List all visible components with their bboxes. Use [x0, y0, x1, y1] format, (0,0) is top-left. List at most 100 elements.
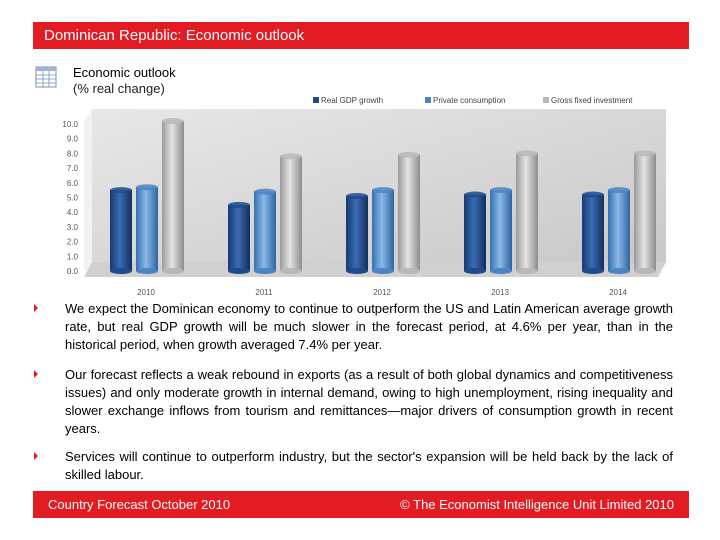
- bar-body: [136, 187, 158, 271]
- bar-base: [254, 268, 276, 274]
- bar: [228, 201, 250, 274]
- bar: [516, 150, 538, 274]
- bullet-arrow-icon: [34, 370, 38, 378]
- bar-base: [372, 268, 394, 274]
- bar-base: [634, 268, 656, 274]
- bar-chart: 0.01.02.03.04.05.06.07.08.09.010.0 2010 2…: [62, 96, 666, 297]
- bar-cap: [516, 150, 538, 157]
- footer-copyright: © The Economist Intelligence Unit Limite…: [400, 497, 674, 512]
- bar: [162, 118, 184, 274]
- bar-body: [490, 190, 512, 271]
- bar-cap: [490, 187, 512, 194]
- bar: [608, 187, 630, 274]
- slide-title-bar: Dominican Republic: Economic outlook: [33, 22, 689, 49]
- bar: [582, 191, 604, 274]
- x-tick-label: 2013: [491, 288, 509, 297]
- x-tick-label: 2010: [137, 288, 155, 297]
- bar-cap: [634, 150, 656, 157]
- bar-body: [346, 196, 368, 271]
- bar-base: [398, 268, 420, 274]
- bar: [372, 187, 394, 274]
- legend-item: Private consumption: [425, 96, 505, 105]
- bar: [634, 150, 656, 274]
- bar-body: [608, 190, 630, 271]
- x-axis: 2010 2011 2012 2013 2014: [137, 288, 627, 297]
- bullet-arrow-icon: [34, 452, 38, 460]
- bar-body: [162, 121, 184, 271]
- bar-cap: [162, 118, 184, 125]
- chart-legend: Real GDP growth Private consumption Gross …: [313, 96, 633, 105]
- legend-swatch: [425, 97, 431, 103]
- footer-source: Country Forecast October 2010: [48, 497, 231, 512]
- bar-base: [464, 268, 486, 274]
- bar-body: [398, 154, 420, 271]
- bar-base: [490, 268, 512, 274]
- x-tick-label: 2014: [609, 288, 627, 297]
- bar-cap: [136, 184, 158, 191]
- bar-cap: [608, 187, 630, 194]
- y-tick-label: 9.0: [67, 135, 79, 144]
- bullet-item: Our forecast reflects a weak rebound in …: [34, 366, 673, 438]
- y-tick-label: 5.0: [67, 194, 79, 203]
- bar: [280, 153, 302, 274]
- bullet-item: Services will continue to outperform ind…: [34, 448, 673, 484]
- y-tick-label: 4.0: [67, 208, 79, 217]
- bullet-arrow-icon: [34, 304, 38, 312]
- legend-swatch: [313, 97, 319, 103]
- slide-title: Dominican Republic: Economic outlook: [44, 27, 305, 44]
- bar: [254, 188, 276, 274]
- bar-body: [110, 190, 132, 271]
- bar: [346, 193, 368, 274]
- legend-item: Real GDP growth: [313, 96, 383, 105]
- bar-body: [634, 153, 656, 271]
- bar-body: [464, 194, 486, 271]
- bar-cap: [346, 193, 368, 200]
- bar-cap: [372, 187, 394, 194]
- bar-base: [280, 268, 302, 274]
- bar-body: [516, 153, 538, 271]
- bar-cap: [110, 187, 132, 194]
- x-tick-label: 2011: [255, 288, 273, 297]
- y-tick-label: 2.0: [67, 238, 79, 247]
- bar-cap: [464, 191, 486, 198]
- bar-base: [608, 268, 630, 274]
- y-tick-label: 7.0: [67, 164, 79, 173]
- legend-item: Gross fixed investment: [543, 96, 633, 105]
- x-tick-label: 2012: [373, 288, 391, 297]
- bar: [136, 184, 158, 274]
- bar: [464, 191, 486, 274]
- bullet-item: We expect the Dominican economy to conti…: [34, 300, 673, 354]
- bar-base: [582, 268, 604, 274]
- bar-base: [346, 268, 368, 274]
- bar-cap: [398, 151, 420, 158]
- bar-body: [254, 191, 276, 271]
- bar-body: [582, 194, 604, 271]
- chart-subtitle: (% real change): [73, 81, 165, 96]
- bar-body: [280, 156, 302, 271]
- bar-base: [110, 268, 132, 274]
- y-tick-label: 10.0: [62, 120, 78, 129]
- bar-body: [372, 190, 394, 271]
- legend-swatch: [543, 97, 549, 103]
- bar-body: [228, 204, 250, 271]
- y-tick-label: 0.0: [67, 267, 79, 276]
- footer-bar: Country Forecast October 2010 © The Econ…: [33, 491, 689, 518]
- chart-title: Economic outlook: [73, 65, 176, 80]
- bar: [490, 187, 512, 274]
- bar-cap: [582, 191, 604, 198]
- y-tick-label: 8.0: [67, 149, 79, 158]
- bar-cap: [228, 201, 250, 208]
- bar-base: [136, 268, 158, 274]
- y-tick-label: 3.0: [67, 223, 79, 232]
- bar-base: [228, 268, 250, 274]
- chart-heading: Economic outlook (% real change): [73, 65, 176, 97]
- y-tick-label: 6.0: [67, 179, 79, 188]
- bar-base: [516, 268, 538, 274]
- bar-group: [110, 118, 656, 274]
- legend-label: Real GDP growth: [321, 96, 383, 105]
- bar: [398, 151, 420, 274]
- y-axis: 0.0 1.0 2.0 3.0 4.0 5.0 6.0 7.0 8.0 9.0 10.0: [62, 120, 78, 276]
- bar: [110, 187, 132, 274]
- bar-cap: [280, 153, 302, 160]
- bar-base: [162, 268, 184, 274]
